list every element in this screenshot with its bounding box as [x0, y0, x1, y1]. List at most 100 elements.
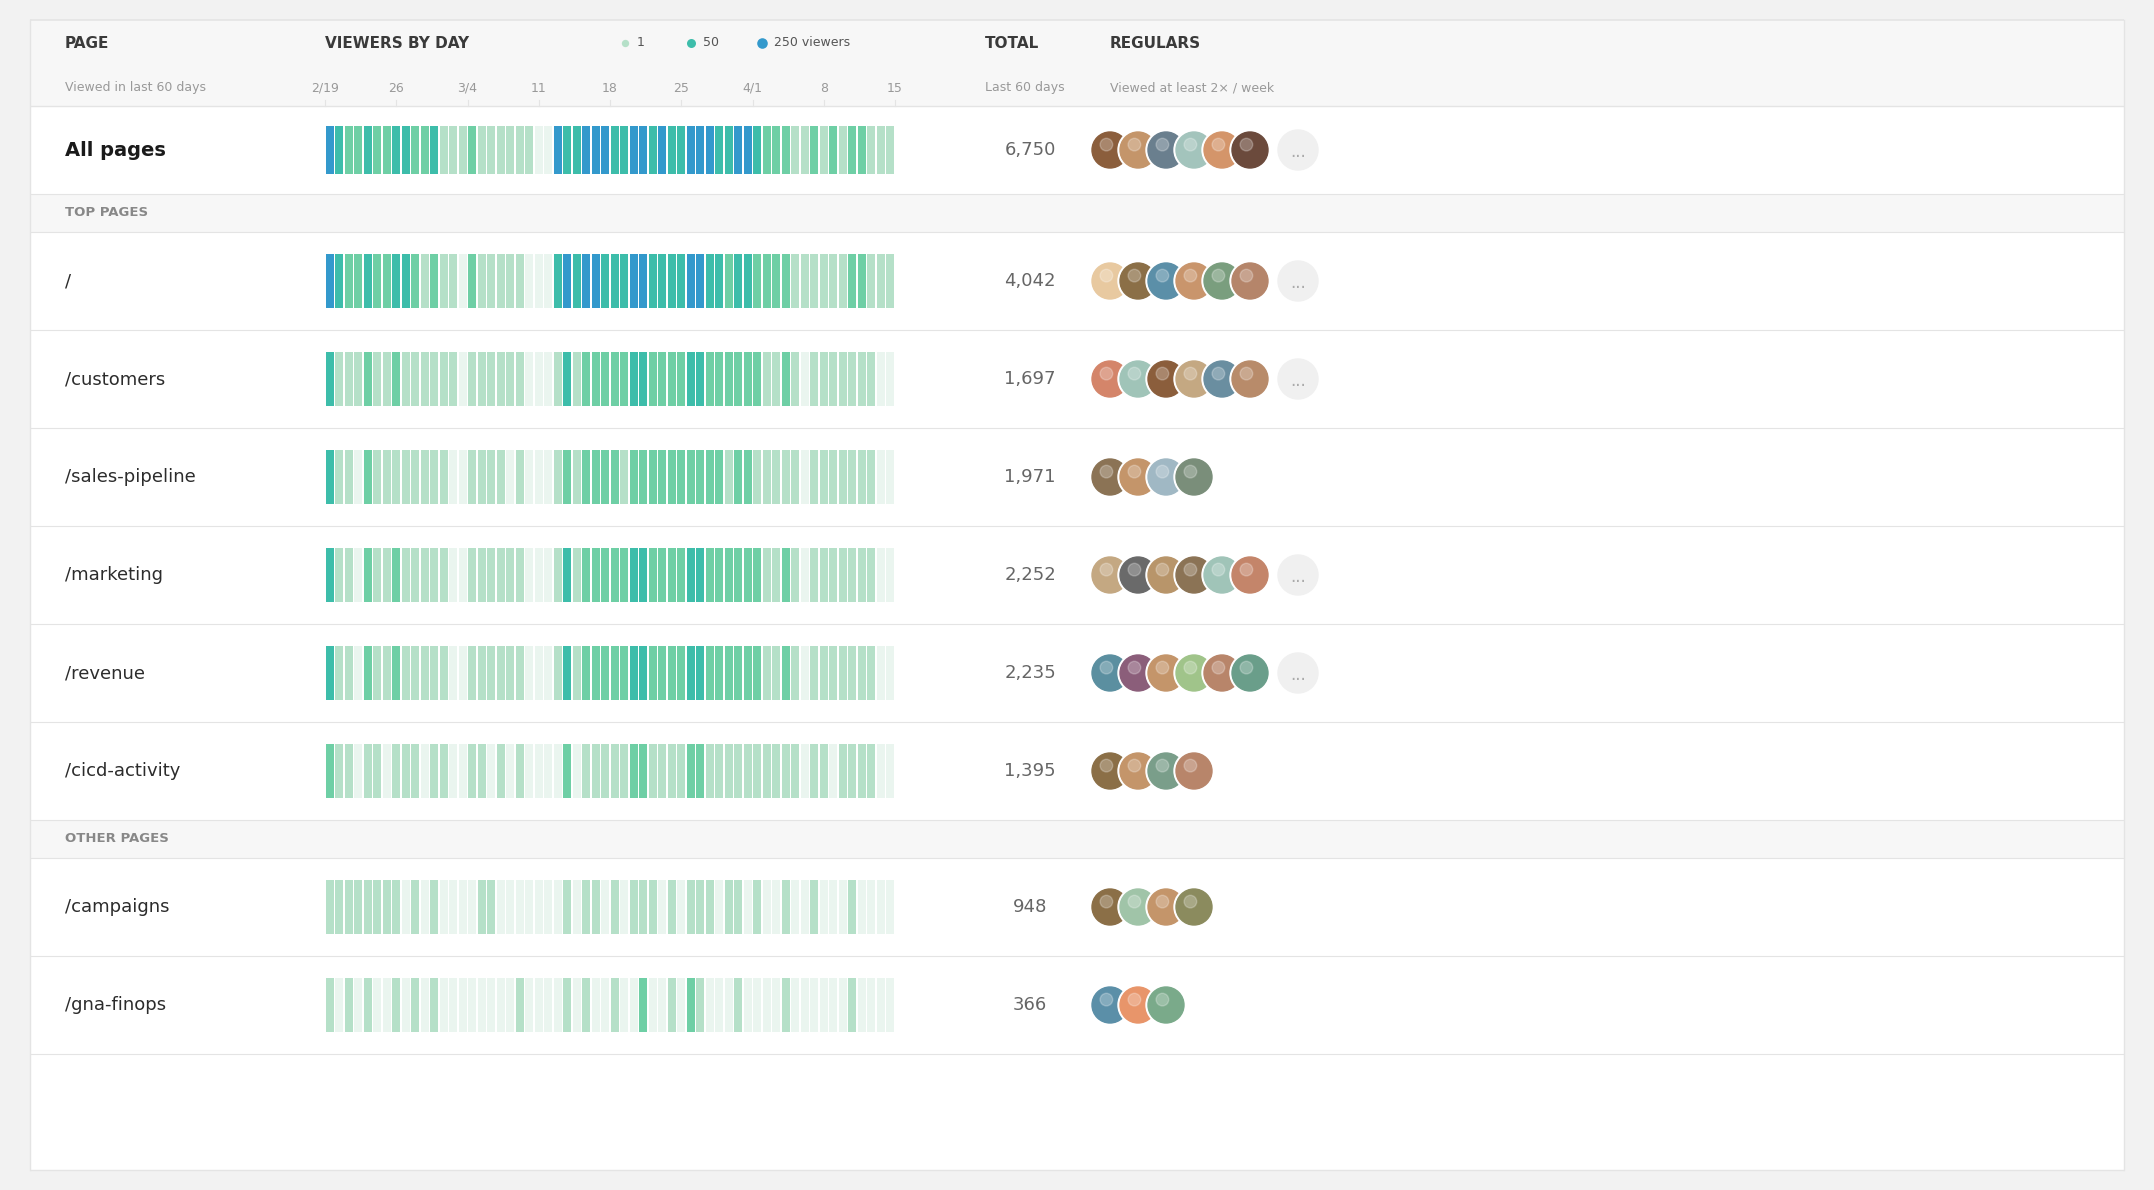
Bar [743, 549, 752, 602]
Bar [829, 881, 838, 934]
Bar [30, 330, 2124, 428]
Circle shape [1118, 130, 1159, 170]
Text: 1,395: 1,395 [1004, 762, 1055, 779]
Bar [403, 253, 409, 308]
Bar [829, 744, 838, 798]
Bar [791, 126, 799, 174]
Bar [676, 126, 685, 174]
Bar [735, 450, 743, 503]
Bar [355, 549, 362, 602]
Circle shape [1204, 654, 1241, 691]
Bar [467, 549, 476, 602]
Bar [782, 978, 791, 1032]
Bar [431, 744, 437, 798]
Bar [506, 450, 515, 503]
Bar [325, 646, 334, 700]
Bar [517, 744, 523, 798]
Bar [782, 450, 791, 503]
Bar [364, 126, 373, 174]
Bar [857, 646, 866, 700]
Bar [439, 978, 448, 1032]
Bar [868, 744, 875, 798]
Bar [411, 744, 420, 798]
Circle shape [1118, 359, 1159, 399]
Bar [526, 126, 532, 174]
Bar [403, 352, 409, 406]
Bar [763, 978, 771, 1032]
Bar [763, 253, 771, 308]
Bar [554, 126, 562, 174]
Bar [743, 253, 752, 308]
Bar [612, 646, 618, 700]
Bar [687, 126, 694, 174]
Bar [648, 881, 657, 934]
Bar [743, 646, 752, 700]
Bar [829, 646, 838, 700]
Bar [545, 450, 551, 503]
Bar [526, 450, 532, 503]
Bar [420, 352, 429, 406]
Bar [564, 646, 571, 700]
Circle shape [1174, 751, 1215, 791]
Bar [336, 744, 342, 798]
Bar [715, 253, 724, 308]
Bar [30, 194, 2124, 232]
Bar [668, 881, 676, 934]
Bar [676, 881, 685, 934]
Bar [554, 549, 562, 602]
Circle shape [1129, 895, 1142, 908]
Bar [345, 744, 353, 798]
Bar [345, 881, 353, 934]
Bar [620, 744, 629, 798]
Bar [857, 744, 866, 798]
Circle shape [1090, 457, 1131, 497]
Bar [735, 253, 743, 308]
Bar [648, 352, 657, 406]
Bar [420, 646, 429, 700]
Bar [487, 352, 495, 406]
Bar [687, 978, 694, 1032]
Bar [676, 744, 685, 798]
Bar [629, 450, 638, 503]
Bar [592, 744, 599, 798]
Bar [517, 126, 523, 174]
Bar [420, 126, 429, 174]
Bar [735, 978, 743, 1032]
Bar [478, 352, 485, 406]
Circle shape [1174, 457, 1215, 497]
Bar [676, 646, 685, 700]
Bar [467, 881, 476, 934]
Bar [573, 881, 582, 934]
Bar [345, 646, 353, 700]
Text: Last 60 days: Last 60 days [984, 81, 1064, 94]
Text: 1: 1 [638, 37, 644, 50]
Circle shape [1129, 563, 1142, 576]
Bar [420, 253, 429, 308]
Circle shape [1118, 457, 1159, 497]
Circle shape [1230, 555, 1271, 595]
Bar [431, 253, 437, 308]
Bar [534, 978, 543, 1032]
Bar [877, 881, 885, 934]
Bar [373, 126, 381, 174]
Bar [420, 450, 429, 503]
Bar [868, 253, 875, 308]
Bar [773, 744, 780, 798]
Bar [411, 978, 420, 1032]
Bar [554, 646, 562, 700]
Bar [648, 126, 657, 174]
Circle shape [1176, 132, 1213, 168]
Bar [487, 126, 495, 174]
Bar [754, 450, 760, 503]
Circle shape [1277, 555, 1318, 595]
Bar [467, 646, 476, 700]
Bar [498, 646, 504, 700]
Bar [517, 450, 523, 503]
Text: ...: ... [1290, 143, 1305, 161]
Bar [431, 126, 437, 174]
Bar [450, 978, 457, 1032]
Bar [30, 526, 2124, 624]
Bar [612, 978, 618, 1032]
Bar [868, 450, 875, 503]
Bar [534, 549, 543, 602]
